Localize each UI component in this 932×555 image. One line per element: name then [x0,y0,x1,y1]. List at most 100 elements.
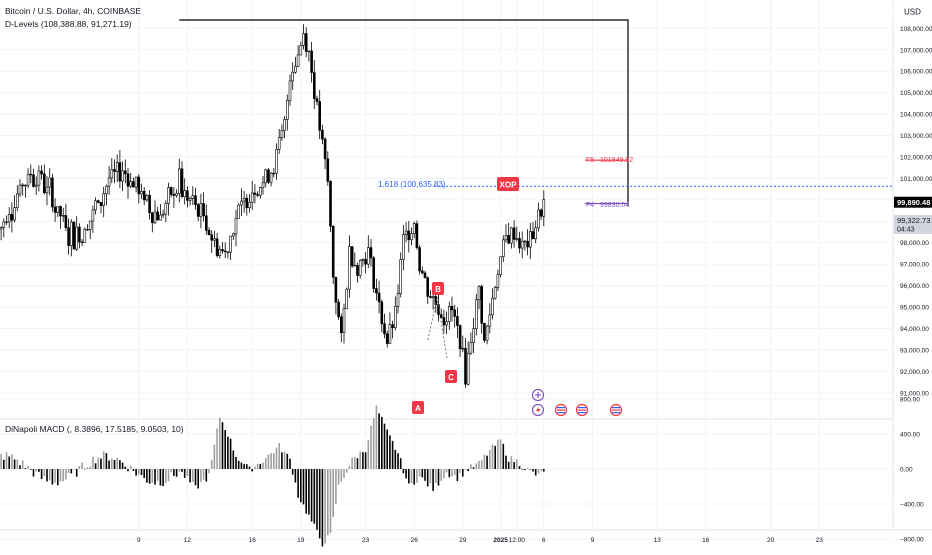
macd-bar [540,469,542,472]
candle-body [450,306,454,311]
candle-body [312,72,316,99]
candle-body [186,190,189,201]
pattern-point-c[interactable]: C [445,370,457,383]
candle-body [264,169,268,184]
macd-bar [124,466,127,469]
us-flag-icon[interactable] [575,403,589,417]
pattern-point-b[interactable]: B [432,282,444,295]
candle-body [151,212,154,224]
macd-bar [324,469,326,544]
candle-body [10,214,14,221]
candle-body [380,301,384,325]
candle-body [80,241,84,244]
price-tick-label: 98,000.00 [900,240,929,247]
candle-body [307,50,311,53]
macd-bar [246,464,248,469]
candle-body [345,288,349,310]
macd-bar [308,469,310,515]
candle-body [102,193,105,206]
candle-body [205,215,208,231]
symbol-title[interactable]: Bitcoin / U.S. Dollar, 4h, COINBASE [5,6,141,16]
candle-body [426,277,430,297]
candle-body [215,238,219,256]
time-tick-label: 16 [249,537,257,544]
macd-bar [302,469,305,505]
price-tick-label: 103,000.00 [900,133,932,140]
time-axis[interactable]: 9 12 16 19 23 26 29 2025 12:00 6 9 13 16 20 23 [137,537,823,544]
macd-bar [221,422,224,469]
macd-bar [281,452,283,469]
macd-bar [35,469,37,472]
candle-body [491,297,494,316]
candle-body [53,206,57,213]
macd-title[interactable]: DiNapoli MACD (, 8.3896, 17.5185, 9.0503… [5,424,184,434]
last-price-badge[interactable]: 99,890.48 [894,196,932,208]
candle-body [456,316,459,326]
macd-bar [429,469,432,484]
macd-bar [111,458,113,469]
candle-body [34,184,38,187]
macd-bar [251,469,253,472]
candle-body [445,321,448,326]
currency-box[interactable] [893,4,932,19]
candle-body [110,169,114,179]
candle-body [24,184,27,187]
plus-circle-icon[interactable] [531,388,545,402]
xop-badge[interactable] [497,177,519,191]
time-tick-label: 6 [542,537,546,544]
macd-bar [478,460,480,469]
macd-bar [448,469,451,478]
macd-bar [300,469,302,503]
candle-body [277,137,281,150]
candle-body [129,181,132,187]
candle-body [458,325,462,350]
indicator-legend[interactable]: D-Levels (108,388.88, 91,271.19) [5,19,132,29]
pattern-point-a[interactable]: A [412,401,424,414]
second-price-badge[interactable]: 99,322.73 04:43 [894,215,932,234]
candle-body [75,226,78,250]
macd-bar [529,469,532,470]
macd-bar [502,443,505,469]
lightning-icon[interactable] [531,403,545,417]
candle-body [29,173,33,176]
macd-bar [40,469,43,480]
macd-bar [59,469,62,482]
currency-label[interactable]: USD [904,8,921,17]
macd-bar [102,451,105,469]
point-b-badge[interactable] [432,282,444,295]
macd-bar [470,464,472,469]
candle-body [447,306,451,322]
candle-body [310,50,313,73]
candle-body [115,162,119,172]
candle-body [107,177,111,187]
macd-bar [367,440,370,469]
candle-body [528,231,532,248]
macd-bar [140,469,143,476]
macd-bar [108,460,110,469]
candle-body [180,168,184,197]
macd-bar [310,469,313,522]
point-a-label: A [415,404,421,413]
macd-bar [237,460,240,469]
price-tick-label: 96,000.00 [900,283,929,290]
candle-body [350,246,354,267]
point-c-badge[interactable] [445,370,457,383]
macd-bar [432,469,434,491]
time-tick-label: 13 [654,537,662,544]
macd-bar [534,469,537,476]
candle-body [7,214,11,223]
us-flag-icon[interactable] [609,403,623,417]
macd-bar [224,430,226,469]
candle-body [520,240,524,249]
point-a-badge[interactable] [412,401,424,414]
us-flag-icon[interactable] [554,403,568,417]
macd-bar [497,439,499,469]
macd-bar [65,469,67,480]
macd-bar [416,469,418,483]
candle-body [105,185,108,195]
macd-bar [162,469,164,487]
time-tick-label: 29 [459,537,467,544]
